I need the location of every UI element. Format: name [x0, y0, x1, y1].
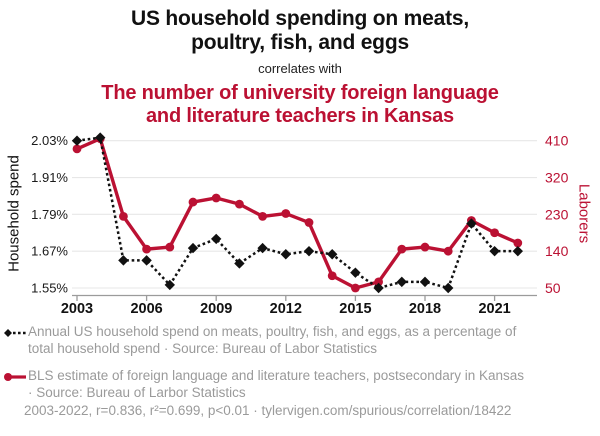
laborers-point: [72, 144, 82, 154]
laborers-point: [258, 211, 267, 221]
left-axis-title: Household spend: [5, 155, 23, 272]
x-axis-tick-label: 2021: [478, 301, 510, 317]
left-axis-tick-label: 1.55%: [31, 281, 68, 296]
household-spend-point: [512, 245, 523, 257]
primary-title: US household spending on meats, poultry,…: [131, 7, 469, 54]
laborers-point: [374, 277, 383, 287]
household-spend-point: [373, 282, 384, 294]
household-spend-point: [187, 242, 199, 254]
household-spend-point: [211, 233, 222, 245]
household-spend-point: [350, 267, 361, 278]
household-spend-point: [234, 258, 245, 269]
x-axis-tick-label: 2015: [339, 301, 371, 317]
right-axis-tick-label: 50: [545, 280, 561, 296]
black-series-legend-marker-icon: [4, 329, 26, 337]
right-axis-tick-label: 230: [545, 206, 569, 222]
household-spend-point: [396, 276, 407, 288]
laborers-point: [119, 211, 128, 221]
left-axis-tick-label: 1.79%: [31, 207, 68, 222]
x-axis-tick-label: 2012: [270, 301, 302, 317]
household-spend-point: [466, 218, 477, 229]
laborers-line: [76, 136, 519, 290]
red-series-legend-marker-icon: [4, 373, 26, 381]
right-axis-tick-label: 320: [545, 170, 569, 186]
household-spend-point: [280, 249, 291, 260]
household-spend-point: [419, 276, 431, 288]
x-axis-tick-label: 2006: [130, 301, 162, 317]
household-spend-point: [303, 245, 315, 257]
laborers-point: [281, 209, 291, 218]
laborers-point: [490, 228, 499, 238]
laborers-point: [211, 193, 221, 203]
laborers-point: [304, 218, 314, 227]
household-spend-point: [118, 255, 129, 266]
x-axis-tick-label: 2009: [200, 301, 232, 317]
household-spend-point: [164, 279, 175, 291]
legend-entry-laborers: BLS estimate of foreign language and lit…: [28, 368, 525, 400]
laborers-point: [420, 242, 430, 252]
legend-entry-household-spend: Annual US household spend on meats, poul…: [28, 324, 517, 356]
household-spend-line: [76, 136, 518, 290]
household-spend-point: [489, 245, 500, 257]
laborers-point: [188, 197, 198, 207]
household-spend-point: [443, 282, 454, 294]
household-spend-point: [257, 242, 268, 254]
right-axis-title: Laborers: [575, 183, 593, 244]
household-spend-point: [95, 132, 106, 143]
household-spend-point: [141, 255, 152, 266]
right-axis-tick-label: 410: [545, 133, 569, 149]
x-axis-tick-label: 2018: [409, 301, 441, 317]
laborers-point: [327, 271, 337, 281]
stats-and-source-line: 2003-2022, r=0.836, r²=0.699, p<0.01 · t…: [24, 403, 512, 418]
correlates-with-label: correlates with: [258, 61, 342, 77]
left-axis-tick-label: 2.03%: [31, 133, 68, 148]
laborers-point: [142, 244, 152, 254]
laborers-point: [351, 283, 360, 293]
laborers-point: [513, 238, 523, 248]
chart-header: US household spending on meats, poultry,…: [0, 7, 600, 127]
laborers-point: [165, 242, 175, 252]
left-axis-tick-label: 1.91%: [31, 170, 68, 185]
household-spend-point: [327, 249, 338, 260]
right-axis-tick-label: 140: [545, 243, 569, 259]
x-axis-tick-label: 2003: [61, 301, 93, 317]
laborers-point: [235, 199, 244, 209]
left-axis-tick-label: 1.67%: [31, 244, 68, 259]
laborers-point: [443, 246, 453, 256]
household-spend-point: [71, 135, 83, 146]
secondary-title: The number of university foreign languag…: [101, 82, 499, 127]
laborers-point: [397, 244, 407, 254]
